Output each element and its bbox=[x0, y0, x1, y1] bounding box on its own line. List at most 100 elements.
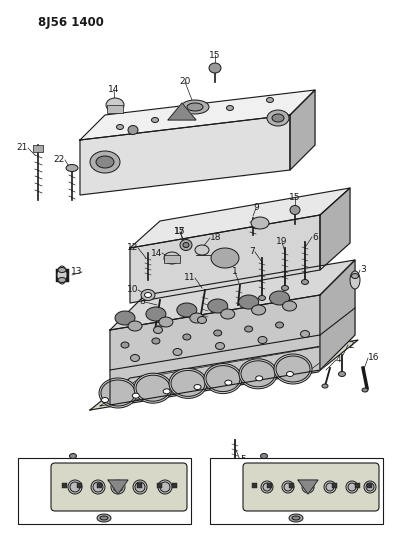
Bar bbox=[157, 483, 162, 488]
Bar bbox=[33, 145, 43, 152]
Ellipse shape bbox=[290, 206, 300, 214]
Bar bbox=[164, 255, 180, 263]
Polygon shape bbox=[320, 260, 355, 370]
Ellipse shape bbox=[267, 110, 289, 126]
Ellipse shape bbox=[348, 483, 356, 491]
Ellipse shape bbox=[304, 483, 312, 491]
Ellipse shape bbox=[101, 380, 135, 406]
Ellipse shape bbox=[152, 338, 160, 344]
Ellipse shape bbox=[99, 378, 137, 408]
Ellipse shape bbox=[346, 481, 358, 493]
Ellipse shape bbox=[128, 321, 142, 331]
Text: 6: 6 bbox=[312, 232, 318, 241]
Ellipse shape bbox=[282, 286, 288, 290]
Polygon shape bbox=[290, 90, 315, 170]
Polygon shape bbox=[320, 188, 350, 270]
Text: 9: 9 bbox=[253, 204, 259, 213]
Ellipse shape bbox=[130, 354, 140, 361]
Ellipse shape bbox=[68, 480, 82, 494]
Ellipse shape bbox=[133, 480, 147, 494]
Ellipse shape bbox=[115, 311, 135, 325]
Ellipse shape bbox=[100, 516, 108, 520]
Bar bbox=[355, 483, 360, 488]
Ellipse shape bbox=[245, 326, 253, 332]
Ellipse shape bbox=[66, 165, 78, 172]
Ellipse shape bbox=[70, 482, 80, 492]
Ellipse shape bbox=[113, 482, 123, 492]
Ellipse shape bbox=[239, 359, 277, 389]
Ellipse shape bbox=[251, 217, 269, 229]
Polygon shape bbox=[108, 480, 128, 494]
Ellipse shape bbox=[121, 342, 129, 348]
Text: 16: 16 bbox=[368, 353, 379, 362]
Ellipse shape bbox=[259, 295, 265, 301]
Text: 8: 8 bbox=[139, 297, 145, 306]
Ellipse shape bbox=[227, 106, 233, 110]
Ellipse shape bbox=[263, 483, 271, 491]
Ellipse shape bbox=[322, 384, 328, 388]
Bar bbox=[107, 105, 123, 113]
Ellipse shape bbox=[181, 100, 209, 114]
Ellipse shape bbox=[282, 481, 294, 493]
Ellipse shape bbox=[239, 295, 259, 309]
Ellipse shape bbox=[91, 480, 105, 494]
Ellipse shape bbox=[338, 372, 346, 376]
Ellipse shape bbox=[180, 239, 192, 251]
Text: 1: 1 bbox=[232, 268, 238, 277]
Text: 19: 19 bbox=[276, 238, 288, 246]
Ellipse shape bbox=[252, 305, 266, 315]
Ellipse shape bbox=[366, 483, 374, 491]
Bar bbox=[137, 483, 142, 488]
Text: 8J56 1400: 8J56 1400 bbox=[38, 16, 104, 29]
Text: 21: 21 bbox=[17, 143, 28, 152]
Ellipse shape bbox=[177, 303, 197, 317]
Polygon shape bbox=[130, 215, 320, 303]
Ellipse shape bbox=[292, 516, 300, 520]
Polygon shape bbox=[168, 103, 196, 120]
Ellipse shape bbox=[289, 514, 303, 522]
Ellipse shape bbox=[261, 481, 273, 493]
Ellipse shape bbox=[364, 481, 376, 493]
Text: 14: 14 bbox=[151, 248, 162, 257]
Text: 13: 13 bbox=[71, 268, 82, 277]
Ellipse shape bbox=[350, 271, 360, 289]
Ellipse shape bbox=[111, 480, 125, 494]
Ellipse shape bbox=[93, 482, 103, 492]
Ellipse shape bbox=[209, 63, 221, 73]
Text: 15: 15 bbox=[209, 51, 221, 60]
Ellipse shape bbox=[136, 375, 170, 401]
Ellipse shape bbox=[362, 388, 368, 392]
Text: 22: 22 bbox=[54, 156, 65, 165]
Ellipse shape bbox=[57, 266, 67, 284]
Ellipse shape bbox=[183, 243, 189, 247]
Ellipse shape bbox=[270, 291, 290, 305]
Ellipse shape bbox=[171, 370, 205, 397]
Ellipse shape bbox=[204, 364, 242, 393]
Ellipse shape bbox=[160, 482, 170, 492]
Ellipse shape bbox=[96, 156, 114, 168]
Polygon shape bbox=[80, 90, 315, 140]
Ellipse shape bbox=[173, 349, 182, 356]
Bar bbox=[62, 483, 67, 488]
Text: 18: 18 bbox=[210, 233, 221, 243]
Ellipse shape bbox=[58, 268, 66, 272]
Polygon shape bbox=[298, 480, 318, 494]
Polygon shape bbox=[90, 340, 358, 410]
Ellipse shape bbox=[284, 483, 292, 491]
Bar bbox=[172, 483, 177, 488]
Text: (B): (B) bbox=[225, 471, 243, 481]
Ellipse shape bbox=[302, 279, 308, 285]
Ellipse shape bbox=[58, 278, 66, 282]
Ellipse shape bbox=[261, 454, 267, 458]
Bar bbox=[97, 483, 102, 488]
Bar bbox=[289, 483, 294, 488]
Ellipse shape bbox=[69, 454, 77, 458]
Ellipse shape bbox=[146, 307, 166, 321]
Bar bbox=[332, 483, 337, 488]
Ellipse shape bbox=[90, 151, 120, 173]
Text: 15: 15 bbox=[289, 192, 301, 201]
Text: 15: 15 bbox=[174, 228, 186, 237]
Text: 15: 15 bbox=[126, 112, 138, 122]
Polygon shape bbox=[110, 260, 355, 330]
Bar bbox=[18, 458, 191, 524]
